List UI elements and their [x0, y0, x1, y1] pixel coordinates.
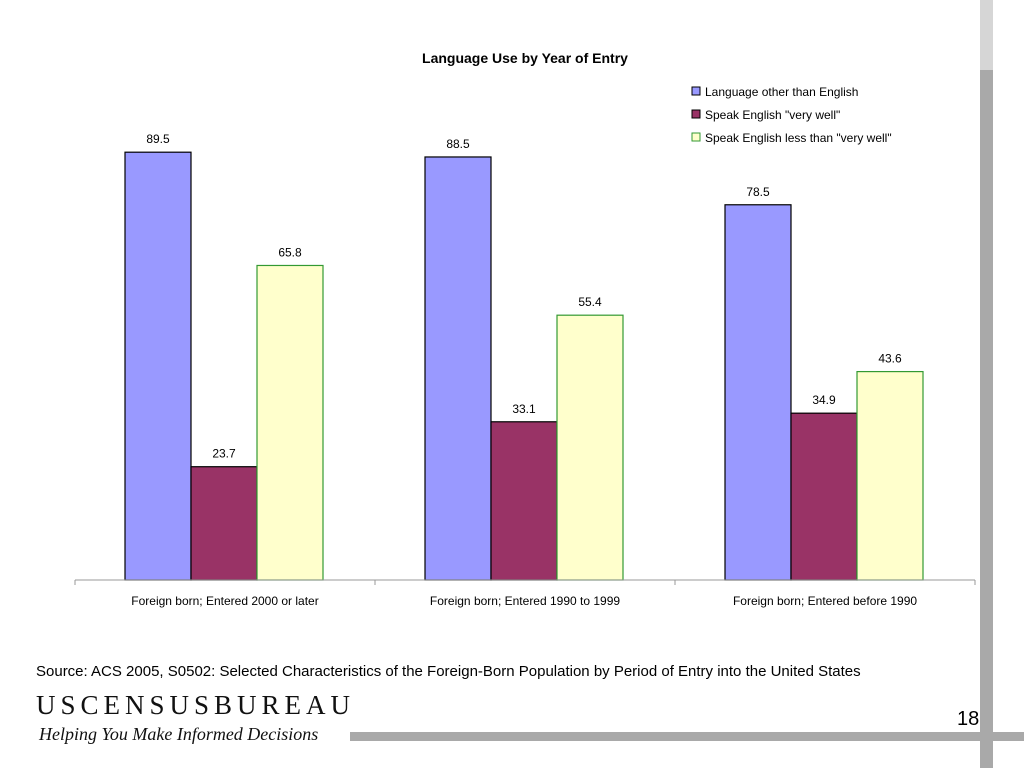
bar-1-1	[124, 151, 192, 581]
source-note: Source: ACS 2005, S0502: Selected Charac…	[36, 663, 861, 680]
legend-label-1: Language other than English	[705, 85, 858, 99]
data-label-3-2: 55.4	[578, 295, 602, 309]
decorative-horizontal-bar	[350, 732, 1024, 741]
bar-3-3	[856, 370, 924, 581]
legend-label-3: Speak English less than "very well"	[705, 131, 892, 145]
bar-3-1	[256, 264, 324, 581]
bar-2-1	[190, 466, 258, 581]
bar-1-3	[724, 204, 792, 581]
data-label-3-1: 65.8	[278, 245, 302, 259]
legend-label-2: Speak English "very well"	[705, 108, 840, 122]
page-number: 18	[957, 708, 980, 730]
decorative-vertical-bar-top	[980, 0, 993, 70]
legend-swatch-3	[691, 132, 701, 142]
chart-title: Language Use by Year of Entry	[422, 50, 628, 66]
legend-swatch-1	[691, 86, 701, 96]
decorative-vertical-bar	[980, 70, 993, 768]
x-tick-label-1: Foreign born; Entered 2000 or later	[131, 594, 318, 608]
data-label-2-3: 34.9	[812, 393, 836, 407]
data-label-1-2: 88.5	[446, 137, 470, 151]
x-tick-label-2: Foreign born; Entered 1990 to 1999	[430, 594, 620, 608]
legend-swatch-2	[691, 109, 701, 119]
data-label-2-2: 33.1	[512, 402, 536, 416]
tagline: Helping You Make Informed Decisions	[39, 724, 319, 744]
census-bureau-logo: USCENSUSBUREAU	[36, 690, 356, 720]
bar-3-2	[556, 314, 624, 581]
bar-2-3	[790, 412, 858, 581]
data-label-1-3: 78.5	[746, 185, 770, 199]
bar-2-2	[490, 421, 558, 581]
x-tick-label-3: Foreign born; Entered before 1990	[733, 594, 917, 608]
bar-1-2	[424, 156, 492, 581]
data-label-3-3: 43.6	[878, 352, 902, 366]
data-label-2-1: 23.7	[212, 447, 236, 461]
data-label-1-1: 89.5	[146, 132, 170, 146]
